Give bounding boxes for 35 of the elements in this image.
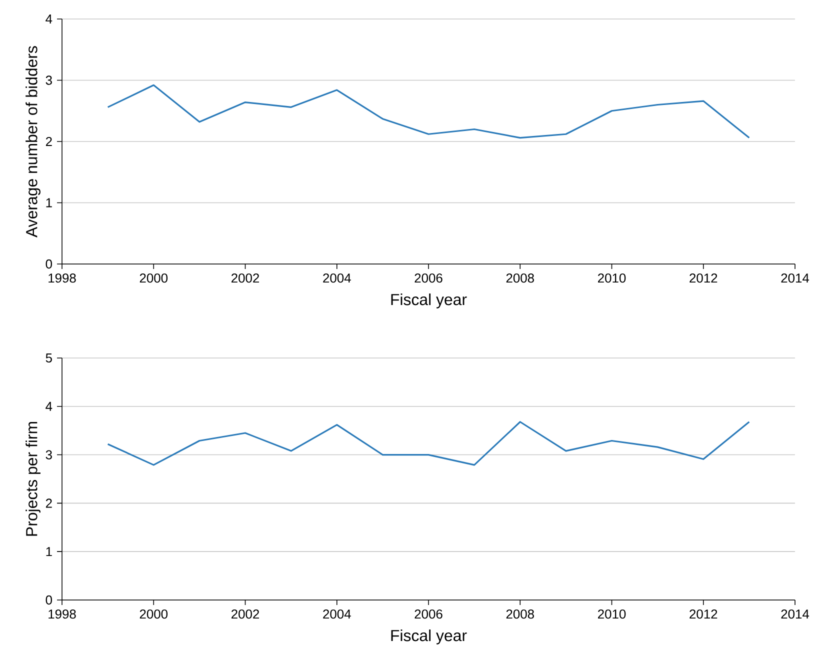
y-tick-label: 1 bbox=[46, 547, 52, 556]
y-tick-label: 3 bbox=[46, 76, 52, 85]
y-tick-label: 4 bbox=[46, 402, 52, 411]
x-tick-label: 2012 bbox=[690, 273, 718, 283]
y-tick-label: 0 bbox=[46, 595, 52, 605]
y-axis-title: Average number of bidders bbox=[26, 46, 40, 238]
x-tick-label: 2002 bbox=[232, 273, 259, 283]
y-tick-label: 4 bbox=[46, 14, 52, 24]
x-tick-label: 2008 bbox=[506, 273, 534, 283]
x-tick-label: 2000 bbox=[140, 273, 168, 283]
x-tick-label: 2010 bbox=[598, 609, 626, 619]
x-tick-label: 2010 bbox=[598, 273, 626, 283]
y-tick-label: 5 bbox=[46, 353, 52, 363]
x-tick-label: 2002 bbox=[232, 609, 259, 619]
y-tick-label: 3 bbox=[46, 450, 52, 460]
line-series bbox=[107, 84, 750, 139]
line-series bbox=[107, 421, 750, 466]
x-axis-title: Fiscal year bbox=[391, 630, 467, 644]
x-tick-label: 2012 bbox=[690, 609, 718, 619]
x-tick-label: 1998 bbox=[48, 609, 76, 619]
y-axis-title: Projects per firm bbox=[26, 422, 40, 536]
x-tick-label: 2004 bbox=[323, 609, 351, 619]
y-tick-label: 1 bbox=[46, 198, 52, 208]
x-tick-label: 2014 bbox=[781, 609, 810, 619]
x-tick-label: 2004 bbox=[323, 273, 351, 283]
x-tick-label: 2006 bbox=[414, 609, 442, 619]
x-tick-label: 2000 bbox=[140, 609, 168, 619]
x-tick-label: 2014 bbox=[781, 273, 810, 283]
y-tick-label: 2 bbox=[46, 498, 52, 508]
x-tick-label: 2006 bbox=[414, 273, 442, 283]
y-tick-label: 2 bbox=[46, 136, 52, 146]
x-tick-label: 2008 bbox=[506, 609, 534, 619]
x-tick-label: 1998 bbox=[48, 273, 76, 283]
y-tick-label: 0 bbox=[46, 259, 52, 269]
x-axis-title: Fiscal year bbox=[391, 294, 467, 308]
